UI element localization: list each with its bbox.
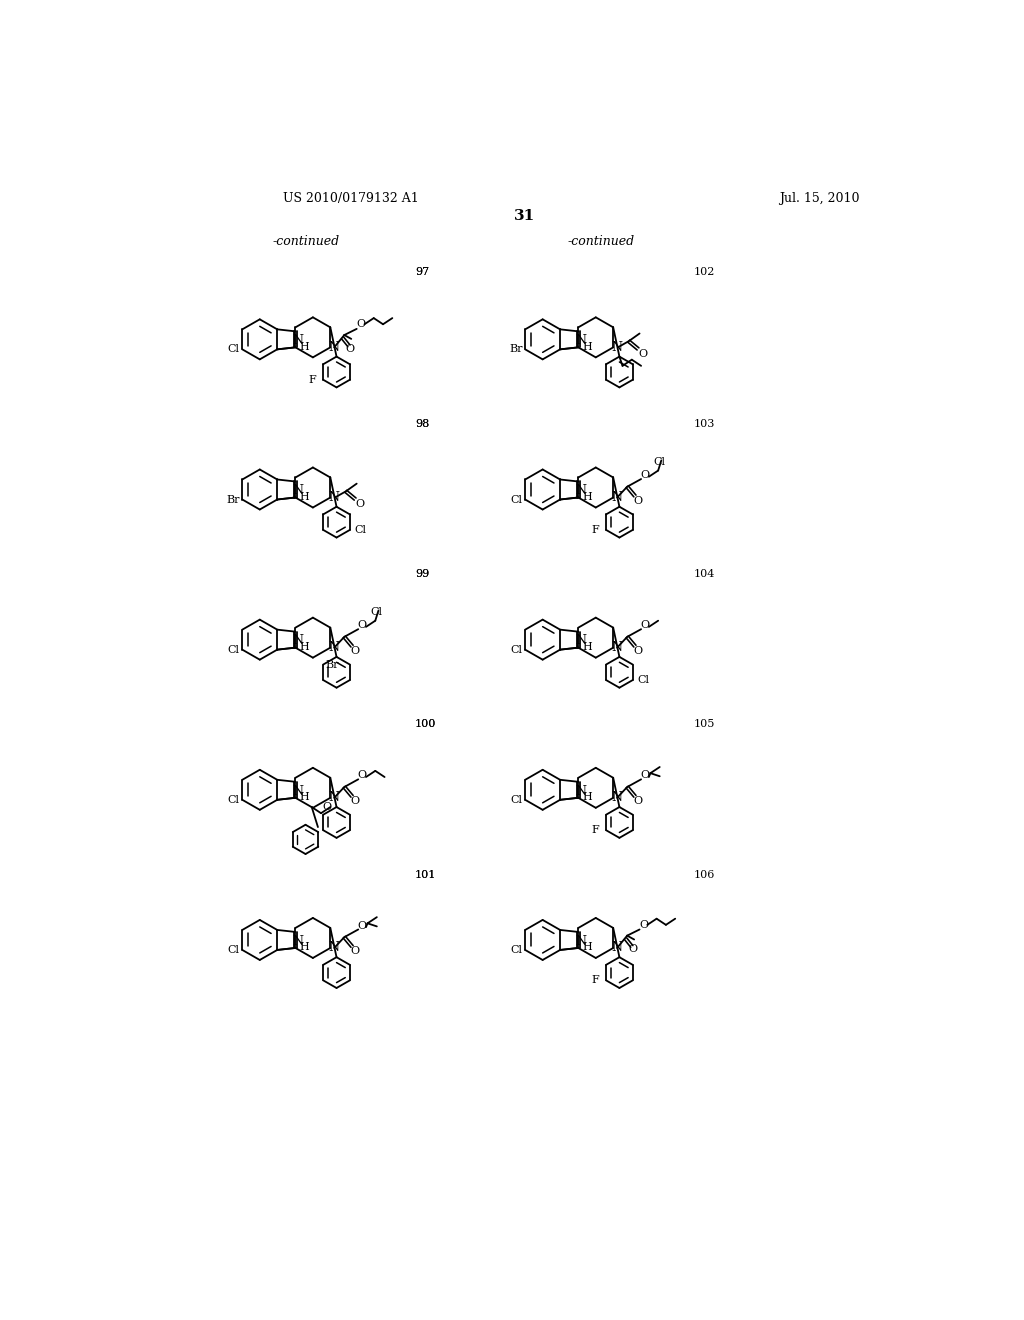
Text: H: H bbox=[583, 492, 593, 502]
Text: H: H bbox=[300, 492, 309, 502]
Text: H: H bbox=[583, 792, 593, 803]
Text: N: N bbox=[329, 642, 340, 655]
Text: N: N bbox=[611, 491, 623, 504]
Text: Cl: Cl bbox=[371, 607, 383, 618]
Text: Cl: Cl bbox=[510, 795, 522, 805]
Text: N: N bbox=[575, 784, 586, 797]
Text: O: O bbox=[350, 946, 359, 956]
Text: Cl: Cl bbox=[510, 945, 522, 954]
Text: N: N bbox=[292, 784, 303, 797]
Text: 100: 100 bbox=[415, 719, 436, 730]
Text: O: O bbox=[357, 920, 367, 931]
Text: Cl: Cl bbox=[510, 644, 522, 655]
Text: N: N bbox=[575, 635, 586, 647]
Text: Cl: Cl bbox=[638, 675, 649, 685]
Text: 97: 97 bbox=[415, 268, 429, 277]
Text: H: H bbox=[300, 792, 309, 803]
Text: N: N bbox=[575, 334, 586, 347]
Text: N: N bbox=[329, 941, 340, 954]
Text: O: O bbox=[357, 771, 367, 780]
Text: 102: 102 bbox=[693, 268, 715, 277]
Text: O: O bbox=[628, 945, 637, 954]
Text: O: O bbox=[350, 796, 359, 807]
Text: N: N bbox=[611, 341, 623, 354]
Text: Cl: Cl bbox=[653, 457, 666, 467]
Text: O: O bbox=[640, 771, 649, 780]
Text: O: O bbox=[350, 645, 359, 656]
Text: N: N bbox=[611, 642, 623, 655]
Text: 101: 101 bbox=[415, 870, 436, 879]
Text: O: O bbox=[323, 803, 332, 812]
Text: Cl: Cl bbox=[354, 525, 367, 535]
Text: 98: 98 bbox=[415, 418, 429, 429]
Text: 104: 104 bbox=[693, 569, 715, 579]
Text: Cl: Cl bbox=[227, 795, 239, 805]
Text: F: F bbox=[591, 525, 599, 535]
Text: 97: 97 bbox=[415, 268, 429, 277]
Text: -continued: -continued bbox=[272, 235, 340, 248]
Text: F: F bbox=[591, 825, 599, 836]
Text: Br: Br bbox=[509, 345, 522, 354]
Text: O: O bbox=[634, 796, 643, 807]
Text: 100: 100 bbox=[415, 719, 436, 730]
Text: O: O bbox=[640, 920, 649, 929]
Text: N: N bbox=[611, 941, 623, 954]
Text: N: N bbox=[292, 635, 303, 647]
Text: 101: 101 bbox=[415, 870, 436, 879]
Text: N: N bbox=[329, 791, 340, 804]
Text: O: O bbox=[634, 495, 643, 506]
Text: N: N bbox=[292, 484, 303, 498]
Text: N: N bbox=[329, 491, 340, 504]
Text: H: H bbox=[300, 642, 309, 652]
Text: N: N bbox=[611, 791, 623, 804]
Text: N: N bbox=[575, 935, 586, 948]
Text: O: O bbox=[357, 620, 367, 631]
Text: H: H bbox=[583, 942, 593, 952]
Text: Jul. 15, 2010: Jul. 15, 2010 bbox=[779, 191, 859, 205]
Text: O: O bbox=[355, 499, 365, 508]
Text: O: O bbox=[345, 345, 354, 354]
Text: Cl: Cl bbox=[510, 495, 522, 504]
Text: H: H bbox=[583, 642, 593, 652]
Text: Cl: Cl bbox=[227, 345, 239, 354]
Text: Br: Br bbox=[226, 495, 240, 504]
Text: 106: 106 bbox=[693, 870, 715, 879]
Text: -continued: -continued bbox=[567, 235, 634, 248]
Text: 99: 99 bbox=[415, 569, 429, 579]
Text: H: H bbox=[300, 342, 309, 351]
Text: O: O bbox=[638, 348, 647, 359]
Text: N: N bbox=[292, 334, 303, 347]
Text: 103: 103 bbox=[693, 418, 715, 429]
Text: O: O bbox=[640, 620, 649, 631]
Text: Cl: Cl bbox=[227, 945, 239, 954]
Text: N: N bbox=[329, 341, 340, 354]
Text: H: H bbox=[300, 942, 309, 952]
Text: O: O bbox=[640, 470, 649, 480]
Text: Cl: Cl bbox=[227, 644, 239, 655]
Text: Br: Br bbox=[326, 660, 339, 669]
Text: US 2010/0179132 A1: US 2010/0179132 A1 bbox=[283, 191, 419, 205]
Text: N: N bbox=[575, 484, 586, 498]
Text: F: F bbox=[591, 975, 599, 985]
Text: 31: 31 bbox=[514, 209, 536, 223]
Text: H: H bbox=[583, 342, 593, 351]
Text: 105: 105 bbox=[693, 719, 715, 730]
Text: O: O bbox=[634, 645, 643, 656]
Text: F: F bbox=[308, 375, 316, 384]
Text: N: N bbox=[292, 935, 303, 948]
Text: 99: 99 bbox=[415, 569, 429, 579]
Text: O: O bbox=[356, 319, 366, 329]
Text: 98: 98 bbox=[415, 418, 429, 429]
